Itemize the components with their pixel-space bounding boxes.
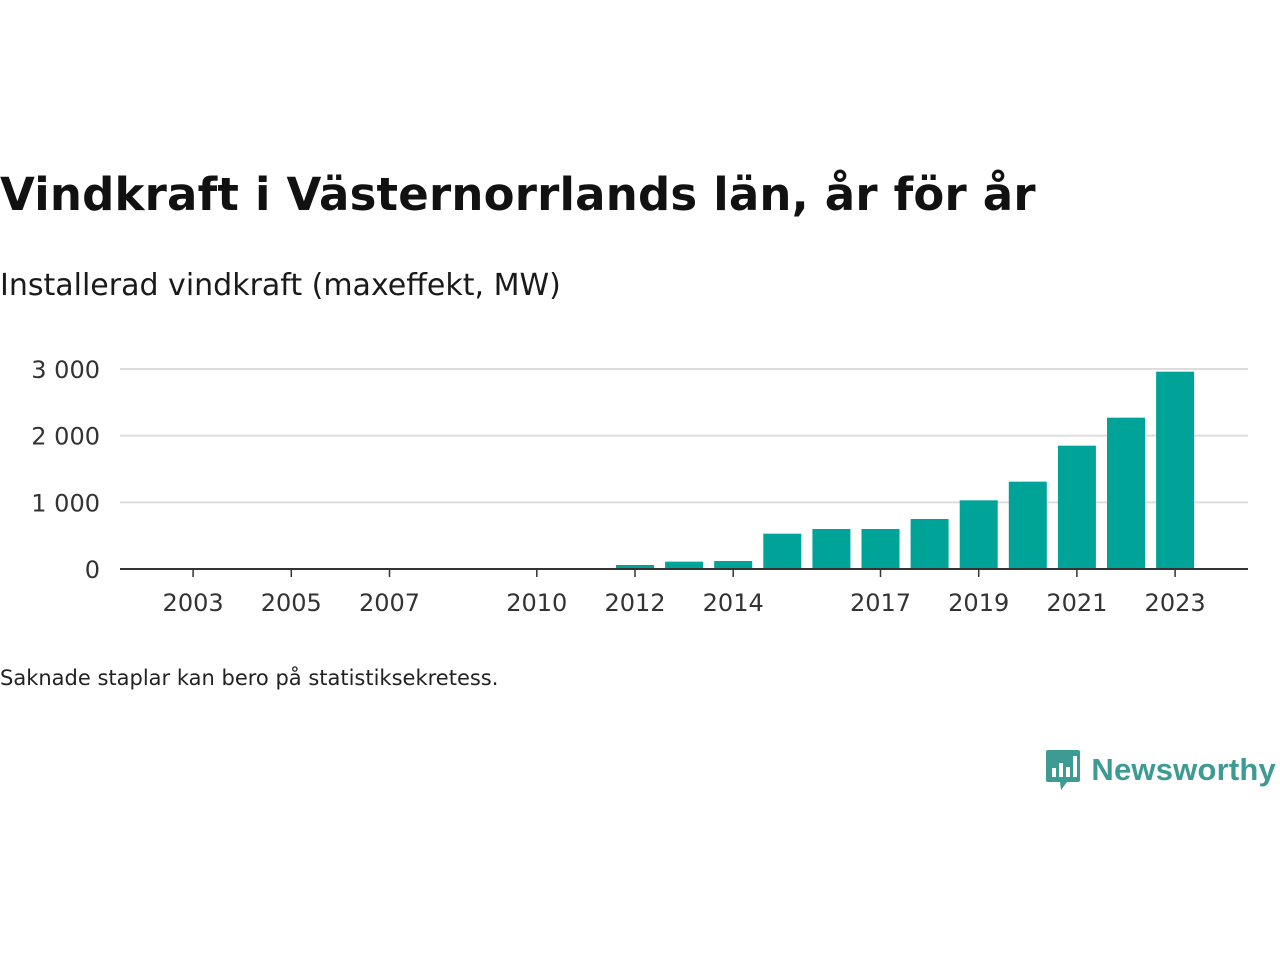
- bar-2017[interactable]: [861, 529, 900, 569]
- y-tick-label: 2 000: [31, 423, 100, 451]
- bar-2015[interactable]: [763, 533, 802, 569]
- chart-subtitle: Installerad vindkraft (maxeffekt, MW): [0, 268, 561, 303]
- x-tick-label: 2012: [604, 589, 665, 617]
- bar-2019[interactable]: [959, 500, 998, 569]
- y-axis-labels: 0 1 000 2 000 3 000: [31, 356, 100, 584]
- y-tick-label: 0: [85, 556, 100, 584]
- newsworthy-logo-icon: [1046, 750, 1081, 790]
- bar-2022[interactable]: [1107, 417, 1145, 569]
- brand-name: Newsworthy: [1091, 752, 1276, 787]
- chart-title: Vindkraft i Västernorrlands län, år för …: [0, 168, 1036, 221]
- x-tick-label: 2010: [506, 589, 567, 617]
- bar-chart: 0 1 000 2 000 3 000 2003 2005 2007 2010 2012 201…: [31, 356, 1248, 617]
- x-tick-label: 2017: [850, 589, 911, 617]
- bar-2020[interactable]: [1008, 481, 1047, 569]
- x-tick-label: 2005: [261, 589, 322, 617]
- x-tick-label: 2019: [948, 589, 1009, 617]
- x-tick-label: 2003: [163, 589, 224, 617]
- x-tick-label: 2023: [1145, 589, 1206, 617]
- bars: [616, 371, 1195, 569]
- bar-2014[interactable]: [714, 561, 753, 569]
- footnote: Saknade staplar kan bero på statistiksek…: [0, 666, 499, 690]
- bar-2018[interactable]: [910, 519, 949, 569]
- brand-logo[interactable]: Newsworthy: [1045, 748, 1276, 792]
- x-tick-label: 2014: [703, 589, 764, 617]
- bar-2016[interactable]: [812, 529, 851, 569]
- bar-2021[interactable]: [1057, 445, 1096, 569]
- bar-2012[interactable]: [616, 565, 654, 569]
- bar-2023[interactable]: [1156, 371, 1195, 569]
- y-tick-label: 3 000: [31, 356, 100, 384]
- x-tick-label: 2007: [359, 589, 420, 617]
- y-tick-label: 1 000: [31, 489, 100, 517]
- x-axis-labels: 2003 2005 2007 2010 2012 2014 2017 2019 2021 2023: [163, 589, 1206, 617]
- bar-2013[interactable]: [665, 561, 704, 569]
- x-axis: [120, 568, 1248, 577]
- x-tick-label: 2021: [1046, 589, 1107, 617]
